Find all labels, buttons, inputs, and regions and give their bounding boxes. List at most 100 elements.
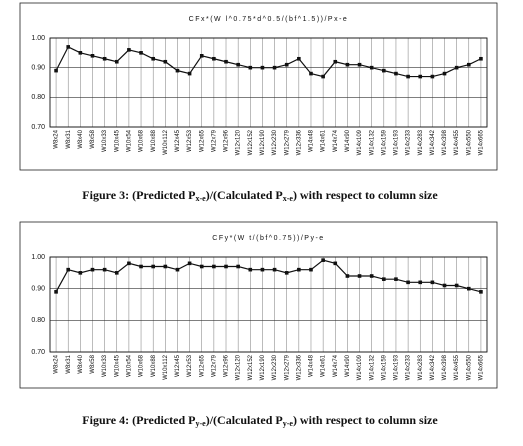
chart-title: CFy*(W t/(bf^0.75))/Py-e <box>212 235 324 242</box>
point <box>236 62 240 67</box>
caption-text: Figure 4: (Predicted P <box>82 413 195 427</box>
x-tick-label: W10x88 <box>151 129 157 152</box>
point <box>333 261 338 266</box>
point <box>139 51 143 55</box>
x-tick-label: W14x550 <box>466 354 472 380</box>
y-tick-label: 0.90 <box>31 286 45 293</box>
x-tick-label: W12x190 <box>260 354 266 380</box>
point <box>175 68 180 73</box>
caption-text: )/(Calculated P <box>206 188 283 202</box>
x-tick-label: W12x152 <box>248 354 254 380</box>
x-tick-label: W14x74 <box>333 129 339 152</box>
x-tick-label: W12x53 <box>187 129 193 152</box>
x-tick-label: W12x65 <box>199 129 205 152</box>
x-tick-label: W14x159 <box>381 354 387 380</box>
x-tick-label: W14x109 <box>357 354 363 380</box>
point <box>345 274 350 278</box>
point <box>309 267 313 272</box>
point <box>272 65 277 70</box>
point <box>260 65 265 70</box>
x-tick-label: W12x279 <box>284 129 290 155</box>
x-tick-label: W10x45 <box>114 354 120 377</box>
x-tick-label: W14x665 <box>479 354 485 380</box>
point <box>369 274 374 278</box>
series-line <box>55 46 482 78</box>
x-tick-label: W8x58 <box>90 354 96 373</box>
point <box>284 271 289 275</box>
point <box>382 68 386 73</box>
point <box>102 267 107 272</box>
point <box>114 271 119 275</box>
point <box>284 62 289 67</box>
x-tick-label: W14x283 <box>418 129 424 155</box>
x-tick-label: W12x120 <box>236 129 242 155</box>
point <box>127 261 131 266</box>
x-tick-label: W14x398 <box>442 129 448 155</box>
point <box>382 277 386 281</box>
x-tick-label: W12x120 <box>236 354 242 380</box>
series-line <box>55 259 482 293</box>
point <box>163 59 168 64</box>
caption-subscript: x-e <box>196 194 207 203</box>
point <box>66 45 71 49</box>
y-tick-label: 0.80 <box>31 317 45 324</box>
x-tick-label: W12x152 <box>248 129 254 155</box>
point <box>54 290 58 294</box>
point <box>199 54 204 58</box>
x-tick-label: W14x455 <box>454 129 460 155</box>
y-tick-label: 0.80 <box>31 94 45 101</box>
x-tick-label: W10x112 <box>163 129 169 155</box>
x-tick-label: W14x61 <box>321 354 327 377</box>
x-tick-label: W10x112 <box>163 354 169 380</box>
point <box>466 286 471 291</box>
caption-subscript: x-e <box>283 194 294 203</box>
point <box>418 74 423 79</box>
point <box>212 264 216 269</box>
point <box>418 280 423 285</box>
x-tick-label: W12x53 <box>187 354 193 377</box>
x-tick-label: W10x68 <box>139 129 145 152</box>
x-tick-label: W14x48 <box>309 354 315 377</box>
x-tick-label: W12x230 <box>272 354 278 380</box>
x-tick-label: W14x48 <box>309 129 315 152</box>
point <box>151 264 155 269</box>
point <box>454 283 459 288</box>
x-tick-label: W14x283 <box>418 354 424 380</box>
x-tick-label: W10x88 <box>151 354 157 377</box>
point <box>199 264 204 269</box>
x-tick-label: W14x132 <box>369 129 375 155</box>
plot-frame <box>49 37 488 128</box>
point <box>479 290 483 294</box>
point <box>151 56 155 61</box>
point <box>466 62 471 67</box>
point <box>309 71 313 76</box>
x-tick-label: W14x132 <box>369 354 375 380</box>
x-tick-label: W10x54 <box>126 354 132 377</box>
x-tick-label: W14x61 <box>321 129 327 152</box>
x-tick-label: W14x193 <box>394 129 400 155</box>
y-tick-label: 0.70 <box>31 349 45 356</box>
figure-frame <box>19 2 498 171</box>
point <box>224 264 228 269</box>
x-tick-label: W10x54 <box>126 129 132 152</box>
point <box>260 267 265 272</box>
x-tick-label: W12x190 <box>260 129 266 155</box>
point <box>212 56 216 61</box>
y-tick-label: 1.00 <box>31 35 45 42</box>
x-tick-label: W14x233 <box>406 129 412 155</box>
point <box>357 274 362 278</box>
x-tick-label: W10x45 <box>114 129 120 152</box>
point <box>78 271 83 275</box>
caption-subscript: y-e <box>196 419 207 428</box>
point <box>187 71 192 76</box>
point <box>175 267 180 272</box>
x-tick-label: W12x96 <box>224 354 230 377</box>
x-tick-label: W14x159 <box>381 129 387 155</box>
point <box>442 71 447 76</box>
point <box>187 261 192 266</box>
point <box>297 267 301 272</box>
x-tick-label: W12x96 <box>224 129 230 152</box>
figure-caption: Figure 4: (Predicted Py-e)/(Calculated P… <box>82 413 438 428</box>
x-tick-label: W10x33 <box>102 354 108 377</box>
